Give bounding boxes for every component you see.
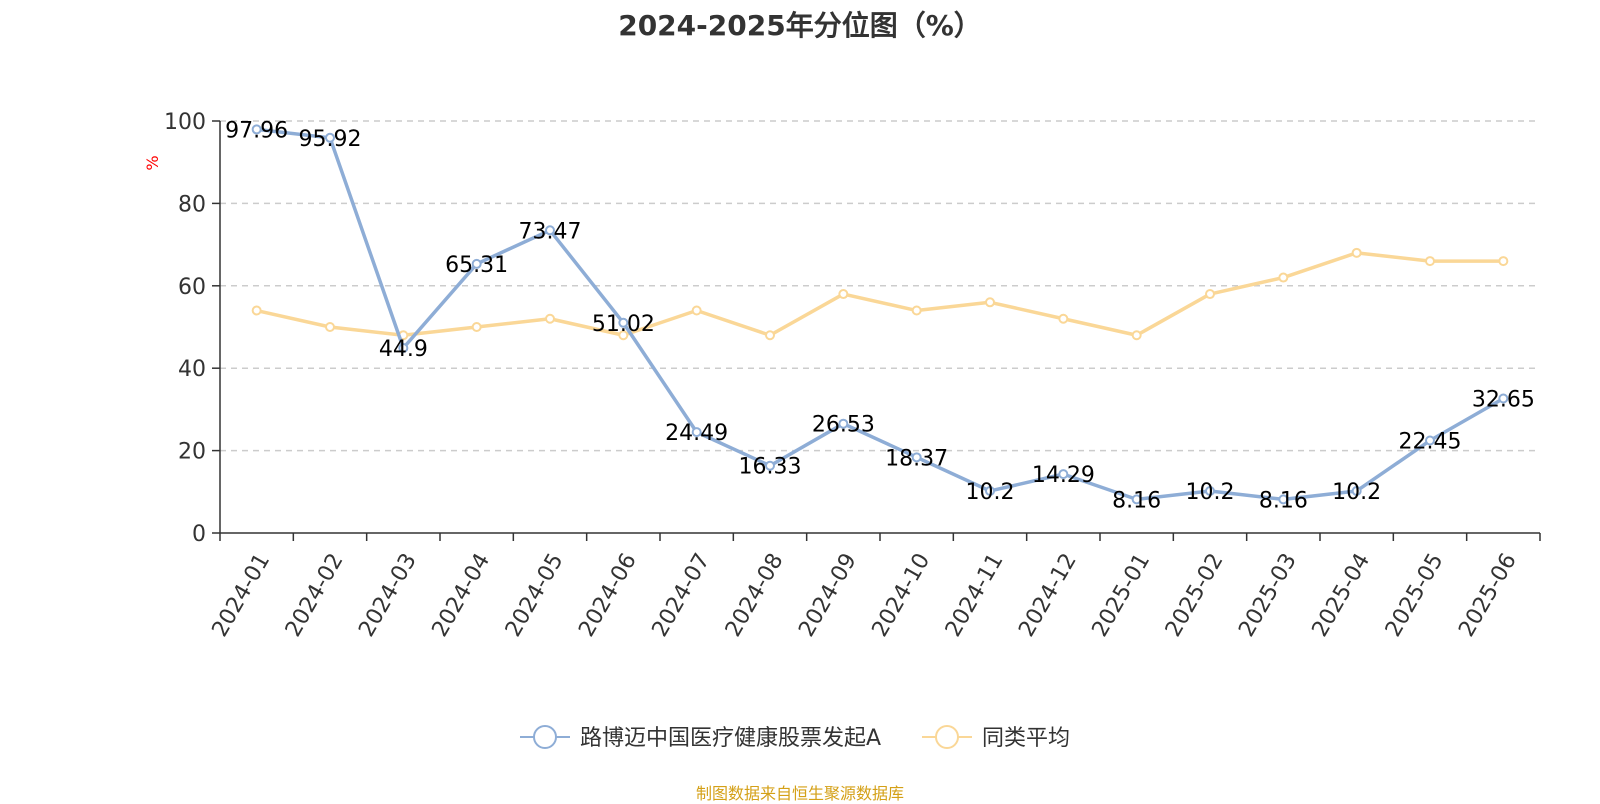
- x-tick-label: 2024-08: [721, 549, 789, 641]
- x-tick-label: 2025-06: [1454, 549, 1522, 641]
- data-point: [1351, 247, 1362, 258]
- x-tick-label: 2025-03: [1234, 549, 1302, 641]
- data-point: [1205, 289, 1215, 300]
- data-source-note: 制图数据来自恒生聚源数据库: [695, 784, 904, 803]
- data-point: [1498, 256, 1509, 267]
- legend-marker: [935, 725, 959, 749]
- data-point: [911, 452, 922, 463]
- data-point: [398, 343, 409, 354]
- axes: 0 20 40 60 80 100 2024-01 2024-02 2024-03 2024-04…: [164, 110, 1541, 641]
- data-point: [471, 322, 482, 332]
- data-point: [1278, 494, 1289, 505]
- data-point: [1058, 313, 1069, 324]
- legend[interactable]: 路博迈中国医疗健康股票发起A 同类平均: [520, 725, 1070, 751]
- data-label: 26.53: [812, 413, 875, 438]
- data-point: [1351, 485, 1362, 496]
- legend-item[interactable]: 路博迈中国医疗健康股票发起A: [520, 725, 881, 751]
- data-label: 14.29: [1032, 463, 1095, 488]
- data-point: [251, 124, 262, 135]
- data-label: 73.47: [519, 219, 582, 244]
- data-point: [251, 305, 262, 316]
- x-tick-label: 2025-05: [1381, 549, 1449, 641]
- x-tick-label: 2024-06: [574, 549, 642, 641]
- data-label: 44.9: [379, 337, 428, 362]
- y-tick-label: 20: [178, 440, 206, 465]
- data-point: [1278, 272, 1289, 283]
- data-label: 22.45: [1399, 430, 1462, 455]
- data-label: 8.16: [1112, 488, 1161, 513]
- data-point: [765, 330, 775, 341]
- y-tick-label: 100: [164, 110, 206, 135]
- legend-marker: [533, 725, 557, 749]
- data-point: [765, 460, 775, 471]
- data-label: 16.33: [739, 455, 802, 480]
- data-label: 97.96: [225, 118, 288, 143]
- y-tick-label: 80: [178, 192, 206, 217]
- x-tick-label: 2025-02: [1161, 549, 1229, 641]
- data-label: 10.2: [1186, 480, 1235, 505]
- data-label: 8.16: [1259, 488, 1308, 513]
- data-point: [985, 297, 995, 308]
- data-label: 24.49: [665, 421, 728, 446]
- x-tick-label: 2024-05: [501, 549, 569, 641]
- data-point: [1058, 469, 1069, 480]
- x-tick-label: 2024-03: [354, 549, 422, 641]
- x-tick-label: 2025-04: [1308, 549, 1376, 641]
- x-tick-label: 2024-02: [281, 549, 349, 641]
- x-tick-label: 2024-10: [868, 549, 936, 641]
- data-point: [1425, 435, 1435, 446]
- data-point: [545, 313, 555, 324]
- data-point: [545, 225, 555, 236]
- data-point: [325, 132, 335, 143]
- data-label: 32.65: [1472, 387, 1535, 412]
- data-label: 95.92: [299, 127, 362, 152]
- x-tick-label: 2024-04: [428, 549, 496, 641]
- x-tick-label: 2024-11: [941, 549, 1009, 641]
- data-point: [838, 418, 849, 429]
- gridlines: [220, 120, 1540, 452]
- chart-title: 2024-2025年分位图（%）: [618, 9, 982, 42]
- series-line: [256, 251, 1504, 337]
- y-tick-label: 0: [192, 522, 206, 547]
- data-point: [1131, 330, 1142, 341]
- data-point: [325, 322, 335, 332]
- data-labels: 97.96 95.92 44.9 65.31 73.47 51.02 24.49 16.33 2…: [225, 118, 1535, 513]
- data-label: 10.2: [1332, 480, 1381, 505]
- data-label: 65.31: [445, 253, 508, 278]
- x-tick-label: 2025-01: [1088, 549, 1156, 641]
- y-axis-unit-label: %: [143, 155, 162, 170]
- data-point: [1425, 256, 1435, 267]
- data-point: [1131, 494, 1142, 505]
- x-tick-label: 2024-07: [648, 549, 716, 641]
- data-point: [691, 305, 702, 316]
- x-tick-label: 2024-01: [208, 549, 276, 641]
- data-point: [911, 305, 922, 316]
- data-point: [838, 289, 849, 300]
- data-label: 18.37: [885, 446, 948, 471]
- legend-label: 同类平均: [982, 726, 1070, 751]
- data-point: [1498, 393, 1509, 404]
- legend-item[interactable]: 同类平均: [922, 725, 1070, 751]
- series-line: [256, 127, 1505, 502]
- x-tick-label: 2024-12: [1014, 549, 1082, 641]
- x-tick-label: 2024-09: [794, 549, 862, 641]
- data-label: 51.02: [592, 312, 655, 337]
- data-point: [471, 258, 482, 269]
- data-point: [691, 427, 702, 438]
- legend-label: 路博迈中国医疗健康股票发起A: [580, 726, 881, 751]
- y-tick-label: 60: [178, 275, 206, 300]
- series-lines: [251, 124, 1509, 505]
- data-point: [618, 317, 629, 328]
- data-point: [618, 330, 629, 341]
- data-point: [1205, 485, 1215, 496]
- y-tick-label: 40: [178, 357, 206, 382]
- data-label: 10.2: [966, 480, 1015, 505]
- data-point: [985, 485, 995, 496]
